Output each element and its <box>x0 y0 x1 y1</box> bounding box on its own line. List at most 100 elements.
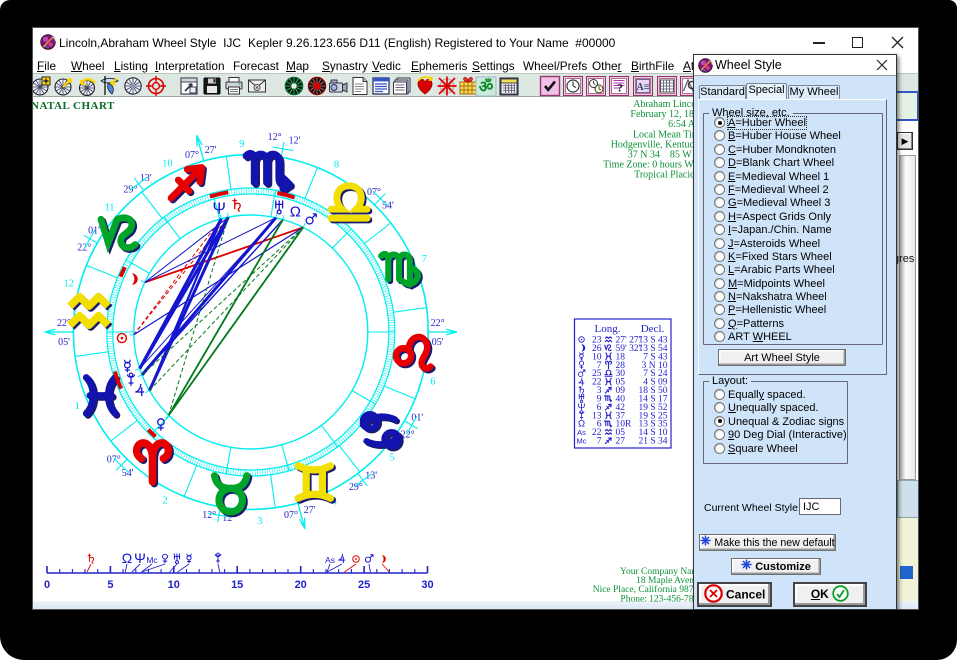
svg-text:6: 6 <box>597 420 602 430</box>
svg-text:22°: 22° <box>431 318 445 329</box>
svg-text:7 S 24: 7 S 24 <box>643 369 668 379</box>
svg-text:6: 6 <box>430 376 435 387</box>
svg-text:07°: 07° <box>284 510 298 521</box>
svg-text:01': 01' <box>411 413 423 424</box>
svg-text:05': 05' <box>432 337 444 348</box>
svg-text:13 S 43: 13 S 43 <box>638 336 667 346</box>
svg-text:25: 25 <box>592 369 602 379</box>
svg-text:12°: 12° <box>268 132 282 143</box>
svg-text:10: 10 <box>162 158 173 169</box>
svg-text:As: As <box>577 428 586 437</box>
svg-text:22°: 22° <box>57 318 71 329</box>
svg-text:07°: 07° <box>107 455 121 466</box>
svg-text:30: 30 <box>421 579 433 591</box>
svg-text:30: 30 <box>616 369 626 379</box>
svg-text:26: 26 <box>592 344 602 354</box>
svg-text:13': 13' <box>365 471 377 482</box>
svg-text:12': 12' <box>222 513 234 524</box>
svg-text:12: 12 <box>63 279 74 290</box>
svg-text:10: 10 <box>168 579 180 591</box>
svg-text:21 S 34: 21 S 34 <box>638 437 667 447</box>
svg-text:15: 15 <box>231 579 243 591</box>
svg-text:05: 05 <box>616 378 626 388</box>
svg-text:7: 7 <box>597 437 602 447</box>
svg-text:05': 05' <box>58 337 70 348</box>
svg-text:54': 54' <box>122 468 134 479</box>
svg-text:8: 8 <box>334 160 339 171</box>
svg-text:07°: 07° <box>185 150 199 161</box>
svg-text:Ψ: Ψ <box>213 201 226 218</box>
svg-text:Long.: Long. <box>595 323 621 335</box>
svg-text:2: 2 <box>162 495 167 506</box>
svg-text:27' 27": 27' 27" <box>616 336 643 346</box>
svg-text:25: 25 <box>358 579 370 591</box>
svg-text:4 S 09: 4 S 09 <box>643 378 668 388</box>
svg-text:Ω: Ω <box>122 550 132 566</box>
svg-text:22: 22 <box>592 378 602 388</box>
svg-text:Phone: 123-456-7890: Phone: 123-456-7890 <box>620 594 703 604</box>
svg-text:Nice Place, California 98765: Nice Place, California 98765 <box>593 584 704 595</box>
svg-text:9: 9 <box>597 394 602 404</box>
svg-text:19 S 52: 19 S 52 <box>638 403 667 413</box>
svg-text:27: 27 <box>616 437 626 447</box>
svg-text:37 N 34 85 W 44: 37 N 34 85 W 44 <box>628 150 704 161</box>
svg-text:5: 5 <box>389 452 394 463</box>
svg-text:Ω: Ω <box>578 419 585 430</box>
svg-text:Mc: Mc <box>146 555 158 565</box>
svg-text:40: 40 <box>616 394 626 404</box>
svg-text:Decl.: Decl. <box>641 323 665 335</box>
svg-text:10: 10 <box>592 352 602 362</box>
svg-text:1: 1 <box>75 401 80 412</box>
svg-text:Mc: Mc <box>577 437 587 446</box>
svg-text:18: 18 <box>616 352 626 362</box>
svg-text:0: 0 <box>44 579 50 591</box>
svg-text:Abraham Lincoln: Abraham Lincoln <box>633 99 704 110</box>
svg-text:Tropical Placidus: Tropical Placidus <box>634 170 704 181</box>
svg-text:14 S 10: 14 S 10 <box>638 428 667 438</box>
svg-text:11: 11 <box>104 203 114 214</box>
svg-text:20: 20 <box>295 579 307 591</box>
svg-text:22°: 22° <box>401 429 415 440</box>
svg-text:19 S 25: 19 S 25 <box>638 411 667 421</box>
svg-text:3: 3 <box>597 386 602 396</box>
svg-text:Ψ: Ψ <box>134 550 146 566</box>
svg-text:42: 42 <box>616 403 626 413</box>
svg-text:5: 5 <box>107 579 113 591</box>
svg-text:12': 12' <box>289 135 301 146</box>
svg-text:NATAL CHART: NATAL CHART <box>31 100 115 112</box>
svg-text:Your Company Name: Your Company Name <box>620 567 703 577</box>
svg-text:As: As <box>325 555 335 565</box>
svg-text:7: 7 <box>422 254 427 265</box>
svg-text:28: 28 <box>616 361 626 371</box>
svg-text:18 Maple Avenue: 18 Maple Avenue <box>636 576 703 586</box>
svg-text:22°: 22° <box>77 242 91 253</box>
svg-text:05: 05 <box>616 428 626 438</box>
svg-text:3: 3 <box>257 516 262 527</box>
svg-text:6: 6 <box>597 403 602 413</box>
svg-text:13: 13 <box>592 411 602 421</box>
svg-text:3 N 10: 3 N 10 <box>642 361 668 371</box>
svg-text:Ψ: Ψ <box>578 402 586 413</box>
svg-text:12°: 12° <box>202 510 216 521</box>
svg-text:7 S 43: 7 S 43 <box>643 352 668 362</box>
svg-text:?: ? <box>617 81 623 95</box>
svg-text:7: 7 <box>597 361 602 371</box>
svg-text:27': 27' <box>304 505 316 516</box>
svg-text:29°: 29° <box>349 482 363 493</box>
svg-text:59' 32": 59' 32" <box>616 344 643 354</box>
svg-text:6:54 AM: 6:54 AM <box>668 119 704 130</box>
svg-text:18 S 50: 18 S 50 <box>638 386 667 396</box>
svg-text:Local Mean Time: Local Mean Time <box>633 129 705 140</box>
svg-text:14 S 17: 14 S 17 <box>638 394 667 404</box>
svg-text:February 12, 1809: February 12, 1809 <box>630 109 704 120</box>
svg-text:A≡: A≡ <box>637 82 650 93</box>
svg-text:ॐ: ॐ <box>479 78 494 96</box>
svg-text:13 S 35: 13 S 35 <box>638 420 667 430</box>
svg-text:Ω: Ω <box>290 203 301 220</box>
svg-text:09: 09 <box>616 386 626 396</box>
svg-text:23: 23 <box>592 336 602 346</box>
svg-text:Hodgenville, Kentucky: Hodgenville, Kentucky <box>611 139 704 150</box>
svg-text:9: 9 <box>239 139 244 150</box>
svg-text:Time Zone: 0 hours West: Time Zone: 0 hours West <box>603 160 704 171</box>
svg-text:10R: 10R <box>616 420 633 430</box>
